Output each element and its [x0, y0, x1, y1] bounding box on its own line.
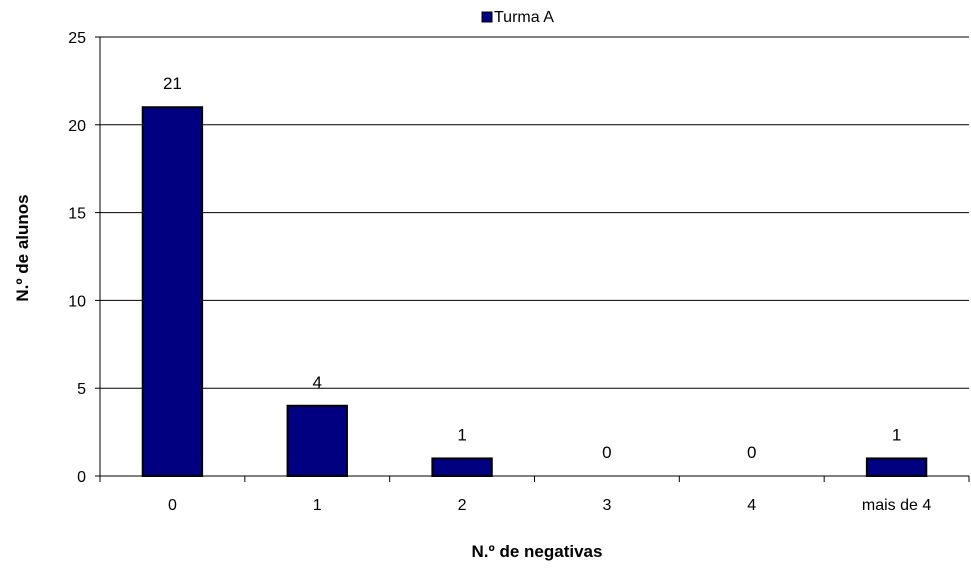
axes: [95, 36, 970, 482]
y-tick-label: 0: [77, 469, 86, 486]
legend-swatch-turma-a: [481, 11, 493, 23]
y-tick-label: 5: [77, 381, 86, 398]
data-label-5: 1: [892, 425, 901, 444]
data-label-0: 21: [163, 74, 182, 93]
legend-label-turma-a: Turma A: [494, 9, 554, 26]
x-axis-title: N.º de negativas: [472, 542, 603, 561]
bar-0: [141, 106, 204, 478]
x-tick-label: 2: [458, 497, 467, 514]
bar-5: [865, 457, 928, 478]
y-tick-label: 20: [68, 118, 86, 135]
legend: Turma A: [481, 9, 554, 26]
y-tick-label: 10: [68, 293, 86, 310]
y-axis-title: N.º de alunos: [13, 194, 32, 301]
x-tick-label: 4: [747, 497, 756, 514]
gridlines: [100, 36, 969, 389]
y-tick-labels: 0 5 10 15 20 25: [68, 30, 86, 486]
y-tick-label: 15: [68, 206, 86, 223]
data-labels: 21 4 1 0 0 1: [163, 74, 901, 462]
y-tick-label: 25: [68, 30, 86, 47]
x-tick-label: mais de 4: [862, 497, 931, 514]
x-tick-label: 3: [602, 497, 611, 514]
x-tick-label: 1: [313, 497, 322, 514]
x-tick-labels: 0 1 2 3 4 mais de 4: [168, 497, 931, 514]
bar-2: [431, 457, 493, 478]
data-label-4: 0: [747, 443, 756, 462]
x-tick-label: 0: [168, 497, 177, 514]
data-label-3: 0: [602, 443, 611, 462]
bar-1: [286, 404, 348, 478]
data-label-1: 4: [313, 373, 322, 392]
data-label-2: 1: [457, 425, 466, 444]
bars: [141, 106, 928, 478]
